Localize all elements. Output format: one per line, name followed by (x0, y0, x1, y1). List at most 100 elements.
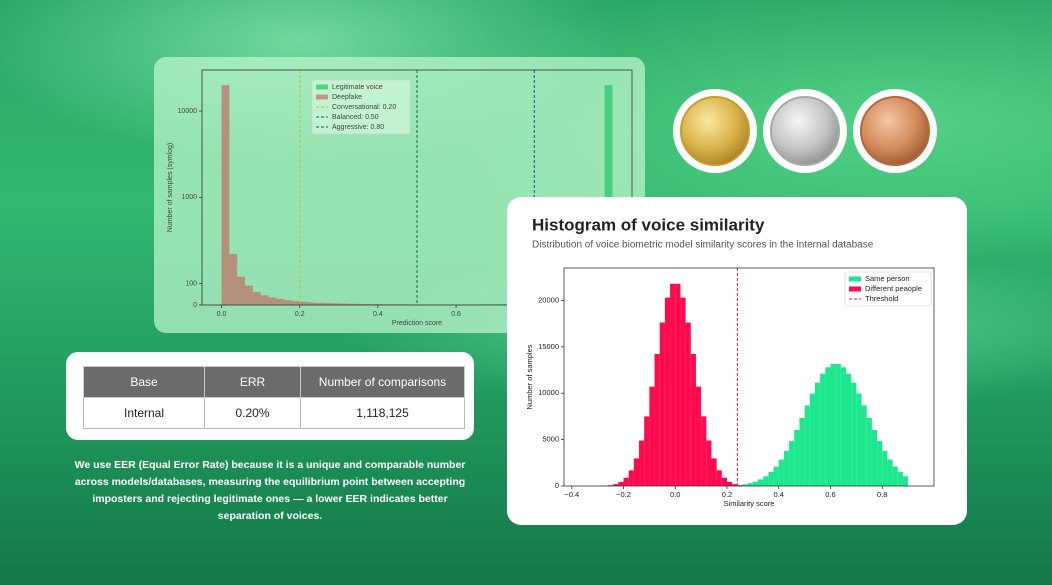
y-tick-label: 5000 (542, 435, 559, 444)
histogram-bar (835, 363, 841, 486)
chart-subtitle: Distribution of voice biometric model si… (532, 240, 874, 251)
x-tick-label: −0.2 (616, 490, 631, 499)
histogram-bar (675, 283, 681, 486)
histogram-bar (377, 304, 386, 305)
histogram-bar (747, 483, 753, 486)
legend-swatch (849, 286, 861, 292)
y-tick-label: 20000 (538, 295, 559, 304)
table-header: Number of comparisons (300, 366, 465, 398)
histogram-bar (685, 322, 691, 486)
histogram-bar (680, 297, 686, 486)
histogram-bar (245, 285, 253, 305)
histogram-bar (639, 440, 645, 486)
histogram-bar (299, 301, 308, 305)
histogram-bar (892, 466, 898, 486)
histogram-bar (229, 253, 238, 305)
x-tick-label: 0.0 (217, 311, 227, 318)
histogram-bar (825, 367, 831, 486)
table-card: Base ERR Number of comparisons Internal 0.2… (66, 352, 474, 440)
silver-medal (770, 96, 840, 166)
histogram-bar (882, 451, 888, 486)
legend-label: Aggressive: 0.80 (332, 124, 384, 131)
x-tick-label: 0.0 (670, 490, 680, 499)
legend-swatch (316, 84, 328, 90)
histogram-bar (711, 458, 717, 486)
histogram-bar (503, 304, 511, 305)
histogram-bar (763, 476, 769, 486)
y-tick-label: 0 (193, 302, 197, 309)
y-tick-label: 10000 (178, 108, 198, 115)
y-tick-label: 1000 (181, 194, 197, 201)
legend-swatch (316, 94, 328, 100)
histogram-bar (331, 303, 339, 305)
medals (673, 89, 937, 173)
histogram-bar (613, 484, 619, 486)
histogram-bar (706, 440, 712, 486)
histogram-bar (794, 429, 800, 486)
bronze-medal (860, 96, 930, 166)
histogram-bar (221, 85, 230, 305)
x-tick-label: −0.4 (564, 490, 579, 499)
table-cell: 0.20% (204, 397, 301, 429)
histogram-bar (323, 303, 331, 305)
histogram-bar (649, 386, 655, 486)
histogram-bar (338, 303, 347, 305)
caption: We use EER (Equal Error Rate) because it… (74, 459, 466, 522)
histogram-bar (695, 386, 702, 486)
table-header: ERR (204, 366, 301, 398)
legend-box (311, 79, 411, 135)
y-axis-label: Number of samples (symlog) (167, 143, 174, 232)
x-tick-label: 0.2 (722, 490, 732, 499)
legend-box (844, 271, 932, 307)
x-axis-label: Prediction score (392, 320, 442, 327)
legend-label: Conversational: 0.20 (332, 104, 396, 111)
plot-frame (563, 267, 935, 487)
histogram-bar (654, 353, 660, 486)
table-cell: 1,118,125 (300, 397, 465, 429)
histogram-bar (866, 417, 872, 486)
legend-label: Threshold (865, 294, 898, 303)
histogram-bar (628, 470, 634, 486)
histogram-bar (830, 363, 836, 486)
histogram-bar (315, 302, 324, 305)
y-tick-label: 0 (555, 481, 559, 490)
histogram-bar (346, 303, 355, 305)
histogram-bar (773, 466, 779, 486)
histogram-bar (252, 292, 261, 305)
results-table: Base ERR Number of comparisons Internal 0.2… (83, 366, 465, 429)
histogram-bar (789, 441, 795, 486)
histogram-bar (809, 393, 815, 486)
legend-label: Different peaople (865, 284, 922, 293)
histogram-bar (742, 484, 748, 486)
histogram-bar (871, 429, 878, 486)
histogram-bar (354, 303, 363, 305)
histogram-bar (799, 417, 805, 486)
histogram-bar (618, 481, 624, 486)
legend-label: Legitimate voice (332, 84, 383, 91)
y-axis-label: Number of samples (525, 344, 534, 409)
legend-label: Same person (865, 274, 910, 283)
histogram-bar (623, 477, 629, 486)
histogram-bar (690, 353, 696, 486)
histogram-bar (851, 382, 857, 486)
table-cell: Internal (83, 397, 205, 429)
histogram-bar (670, 283, 676, 486)
histogram-bar (877, 441, 883, 486)
legend-swatch (849, 276, 861, 282)
x-tick-label: 0.2 (295, 311, 305, 318)
histogram-bar (768, 472, 774, 486)
gold-medal (680, 96, 750, 166)
histogram-bar (846, 373, 852, 486)
x-tick-label: 0.4 (373, 311, 383, 318)
histogram-bar (307, 302, 316, 305)
x-tick-label: 0.8 (877, 490, 887, 499)
histogram-bar (732, 484, 738, 486)
histogram-bar (758, 479, 764, 486)
histogram-bar (721, 477, 728, 486)
histogram-bar (370, 304, 378, 305)
similarity-chart: Histogram of voice similarity Distributi… (507, 197, 967, 525)
x-axis-label: Similarity score (724, 499, 775, 508)
histogram-bar (856, 393, 862, 486)
